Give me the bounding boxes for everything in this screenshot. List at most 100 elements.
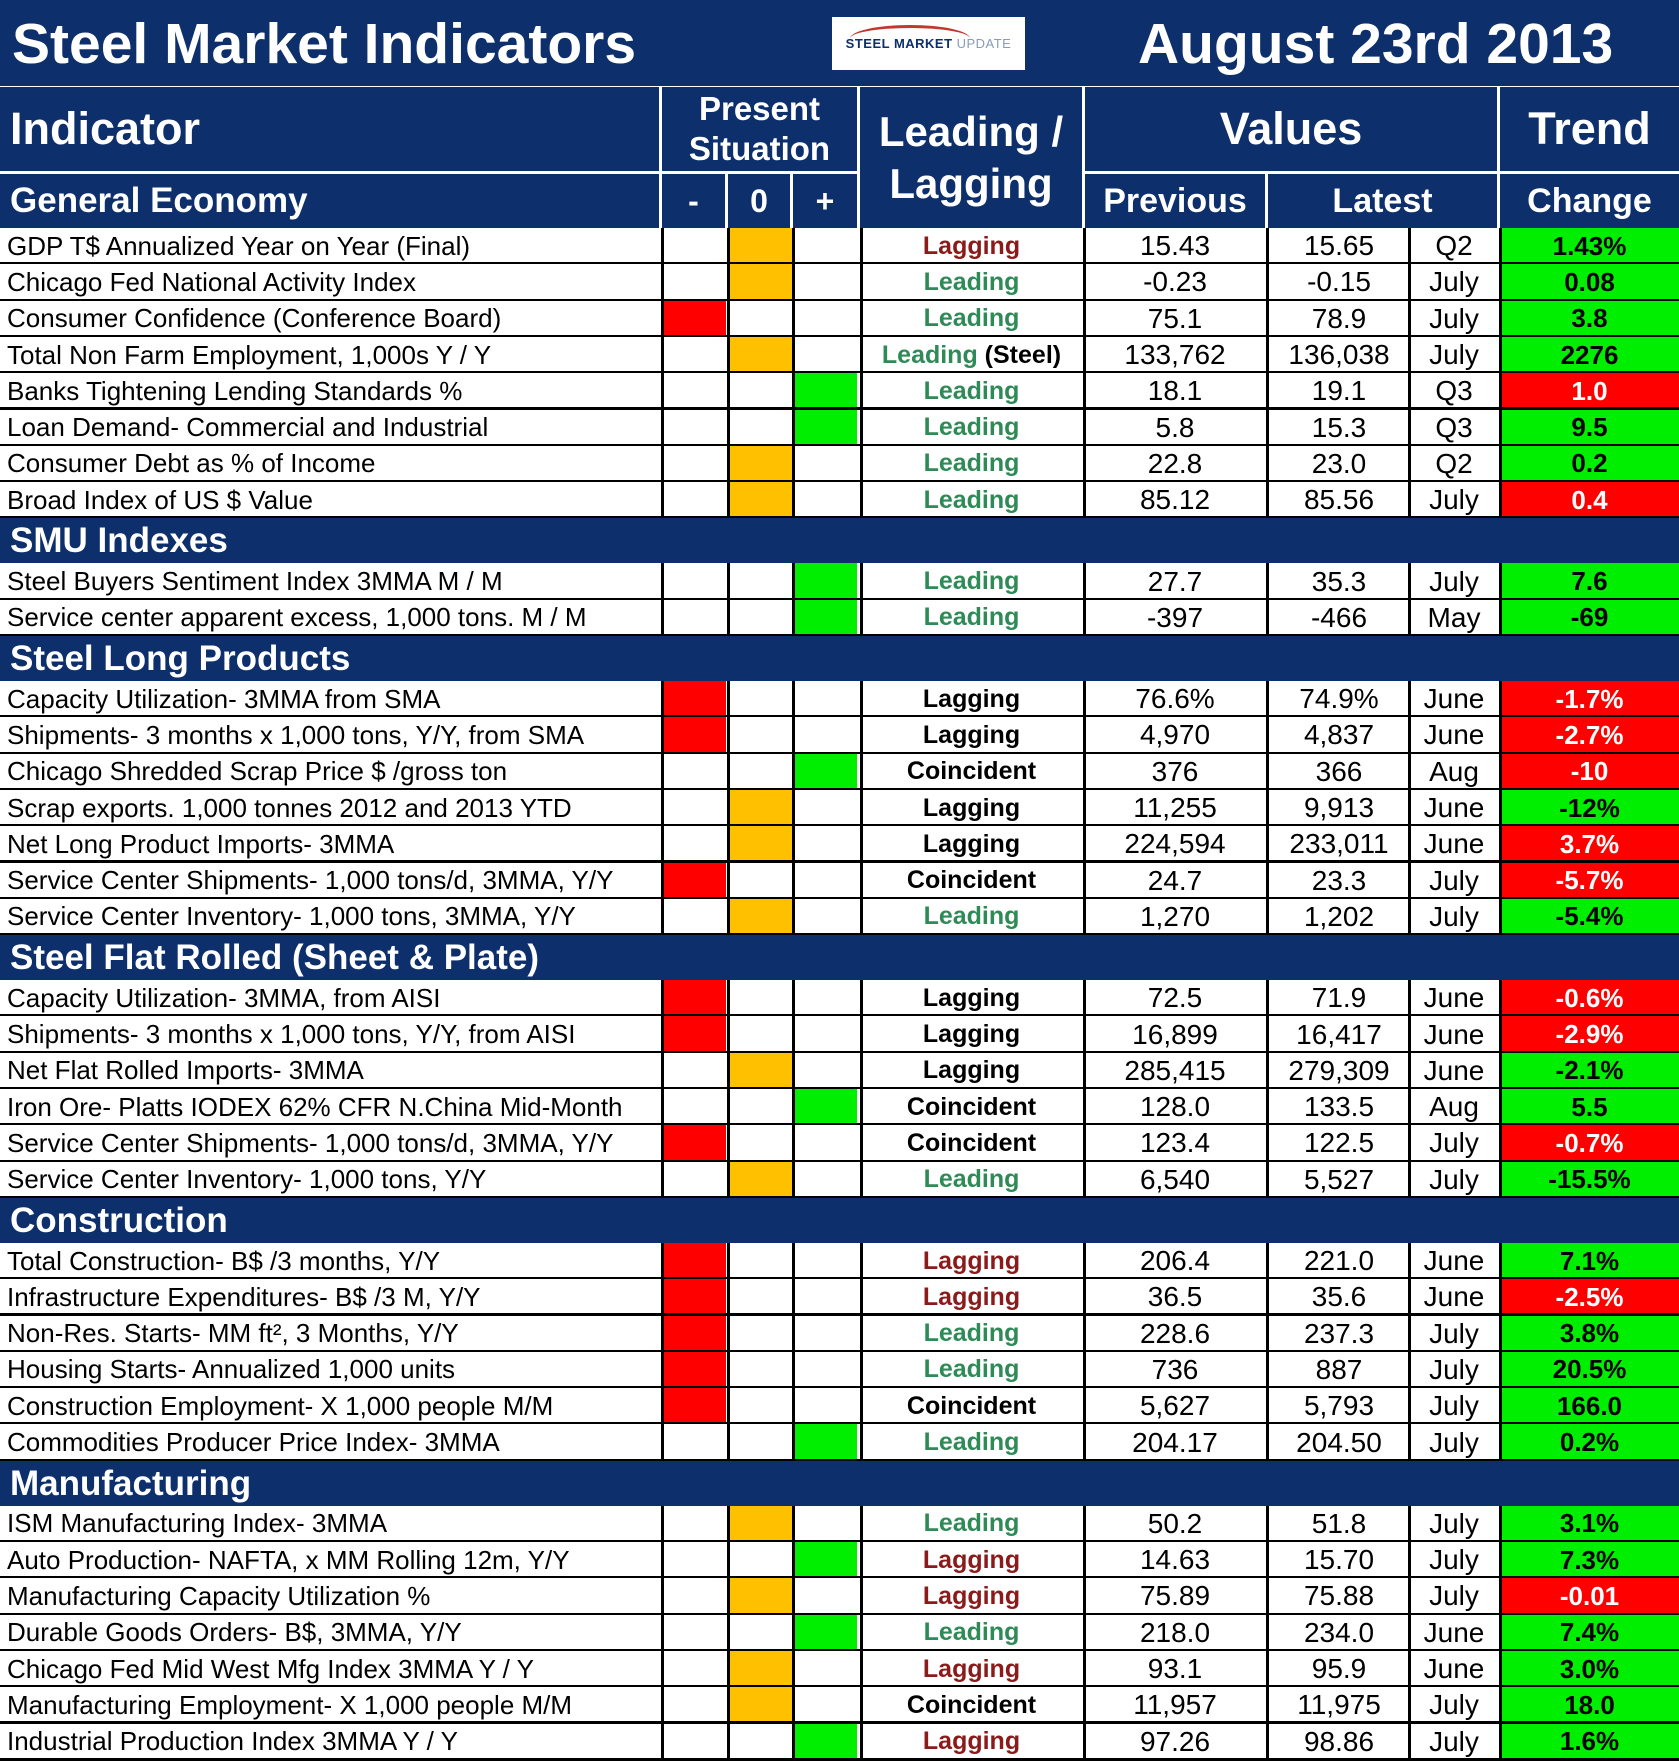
status-positive-cell [793,563,857,600]
row-divider [0,298,1679,302]
period-label: Q2 [1435,230,1473,262]
period-label: July [1429,339,1479,371]
leading-lagging-label: Lagging [861,1542,1082,1578]
grid-line [1083,300,1086,337]
grid-line [1083,336,1086,374]
row-divider [0,715,1679,719]
period-label: June [1423,1281,1485,1313]
change-value: 3.8% [1500,1315,1679,1352]
grid-line [661,1016,664,1053]
row-divider [0,1386,1679,1390]
section-title: Construction [10,1200,228,1240]
grid-line [860,482,863,519]
table-row: Steel Buyers Sentiment Index 3MMA M / M L… [0,563,1679,601]
indicator-type-suffix: (Steel) [977,340,1062,369]
period-label: July [1429,900,1479,932]
grid-line [1083,753,1086,790]
grid-line [792,1351,795,1389]
grid-line [1408,336,1411,374]
period-label: July [1429,1353,1479,1385]
grid-line [1408,1723,1411,1760]
status-positive-cell [793,1243,857,1279]
grid-line [1408,1424,1411,1461]
grid-line [792,1279,795,1316]
grid-line [1266,409,1269,446]
indicator-type: Lagging [922,684,1021,713]
grid-line [1499,336,1502,374]
status-negative-cell [662,1351,726,1389]
header-leading-line1: Leading / [878,107,1064,155]
period-label: Aug [1429,1091,1479,1123]
status-negative-cell [662,373,726,409]
period-label: July [1429,1127,1479,1159]
leading-lagging-label: Lagging [861,1279,1082,1315]
status-negative-cell [662,228,726,264]
grid-line [727,1388,730,1425]
status-negative-cell [662,980,726,1017]
status-neutral-cell [728,1650,792,1688]
indicator-name: Service Center Shipments- 1,000 tons/d, … [7,865,614,896]
status-positive-cell [793,409,857,446]
status-positive-cell [793,1352,857,1388]
logo-text-update: UPDATE [956,36,1012,51]
status-neutral-cell [728,1352,792,1388]
grid-line [792,1016,795,1053]
indicator-type: Leading [923,1509,1020,1538]
indicator-name: Chicago Fed Mid West Mfg Index 3MMA Y / … [7,1653,534,1684]
latest-value: 237.3 [1303,1317,1375,1349]
indicator-type: Leading [923,449,1020,478]
period-label: July [1429,1163,1479,1195]
grid-line [1266,264,1269,301]
indicator-name: Consumer Confidence (Conference Board) [7,303,502,334]
indicator-type: Leading [923,603,1020,632]
grid-line [1266,1242,1269,1280]
status-positive-cell [793,1542,857,1579]
status-negative-cell [662,826,726,862]
grid-line [727,862,730,899]
grid-line [1083,445,1086,483]
latest-value: 15.65 [1303,230,1375,262]
grid-line [860,789,863,827]
grid-line [661,482,664,519]
row-divider [0,787,1679,791]
leading-lagging-label: Coincident [861,1089,1082,1125]
status-negative-cell [662,563,726,599]
latest-value: 35.6 [1311,1281,1367,1313]
section-header: General Economy [0,174,659,228]
indicator-type: Leading [923,267,1020,296]
indicator-type: Leading [923,1165,1020,1194]
indicator-name: Banks Tightening Lending Standards % [7,375,463,406]
grid-line [1083,228,1086,265]
table-row: Scrap exports. 1,000 tonnes 2012 and 201… [0,789,1679,828]
leading-lagging-label: Lagging [861,681,1082,717]
grid-line [1499,1388,1502,1425]
indicator-name: ISM Manufacturing Index- 3MMA [7,1508,388,1539]
section-header: SMU Indexes [0,518,1679,564]
grid-line [860,1161,863,1198]
grid-line [860,1723,863,1760]
grid-line [1266,753,1269,790]
grid-line [727,1542,730,1579]
status-positive-cell [793,373,857,410]
status-neutral-cell [728,1687,792,1724]
latest-value: 279,309 [1288,1054,1390,1086]
previous-value: 16,899 [1132,1018,1218,1050]
status-neutral-cell [728,1424,792,1460]
status-negative-cell [662,1424,726,1460]
grid-line [727,753,730,790]
indicator-name: Capacity Utilization- 3MMA from SMA [7,683,441,714]
period-label: June [1423,1653,1485,1685]
grid-line [860,1388,863,1425]
status-positive-cell [793,1016,857,1052]
indicator-type: Lagging [922,829,1021,858]
change-value: -15.5% [1500,1161,1679,1198]
header-latest: Latest [1268,174,1497,228]
grid-line [792,1161,795,1198]
grid-line [661,1505,664,1542]
indicator-name: GDP T$ Annualized Year on Year (Final) [7,230,471,261]
indicator-type: Coincident [906,1092,1037,1121]
grid-line [661,862,664,899]
grid-line [1083,1723,1086,1760]
status-negative-cell [662,482,726,518]
grid-line [1499,1052,1502,1089]
